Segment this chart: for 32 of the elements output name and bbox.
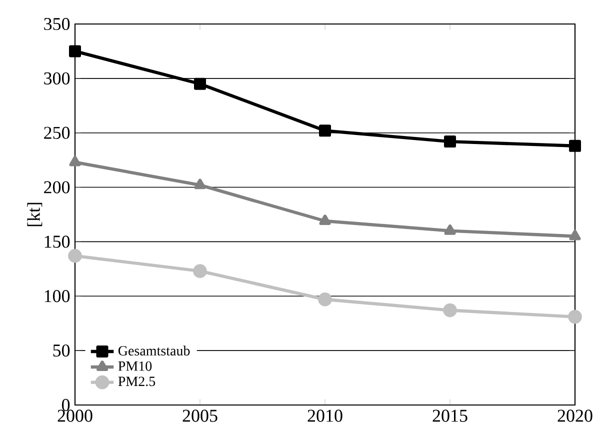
point [193, 264, 207, 278]
y-tick-label: 200 [44, 181, 70, 194]
point [444, 136, 456, 148]
point [569, 140, 581, 152]
point [69, 45, 82, 58]
point [318, 292, 332, 306]
point [569, 230, 581, 240]
point [319, 124, 331, 137]
point [69, 156, 81, 166]
y-tick-label: 100 [44, 290, 70, 302]
y-tick-label: 300 [44, 72, 70, 84]
y-tick-label: 0 [62, 398, 70, 412]
y-tick-label: 50 [53, 344, 70, 357]
legend-label: Gesamtstaub [118, 346, 190, 356]
legend-label: PM2.5 [118, 376, 156, 386]
legend-label: PM10 [118, 361, 152, 371]
y-tick-label: 350 [44, 18, 70, 30]
x-tick-label: 2000 [58, 410, 92, 422]
point [444, 224, 456, 235]
x-tick-label: 2010 [308, 410, 342, 422]
y-tick-label: 250 [44, 126, 70, 139]
x-tick-label: 2020 [558, 410, 592, 422]
point [568, 310, 582, 324]
x-tick-label: 2015 [432, 410, 468, 422]
y-tick-label: 150 [44, 236, 70, 248]
point [319, 214, 331, 226]
point [443, 303, 457, 318]
y-axis-title: [kt] [27, 202, 42, 226]
point [194, 178, 206, 190]
x-tick-label: 2005 [182, 410, 218, 422]
point [194, 78, 206, 90]
point [68, 248, 82, 263]
